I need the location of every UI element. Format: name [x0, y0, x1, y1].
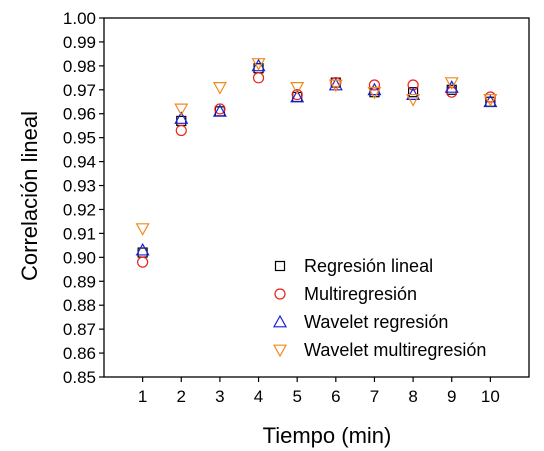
legend-label-4: Wavelet multiregresión — [304, 340, 486, 360]
data-point-series-3 — [444, 80, 459, 93]
legend-label-3: Wavelet regresión — [304, 312, 448, 332]
y-tick-label: 0.90 — [63, 248, 96, 267]
data-point-series-4 — [290, 82, 305, 95]
data-point-series-3 — [367, 82, 382, 96]
legend-marker-1 — [274, 260, 286, 272]
data-point-series-4 — [367, 86, 382, 100]
y-tick-label: 0.86 — [63, 344, 96, 363]
y-tick-label: 0.94 — [63, 153, 96, 172]
x-tick-label: 5 — [292, 387, 301, 406]
legend-marker-4 — [272, 344, 288, 358]
x-axis-title: Tiempo (min) — [263, 423, 392, 448]
x-tick-label: 7 — [370, 387, 379, 406]
plot-frame — [103, 17, 530, 378]
data-point-series-2 — [175, 124, 187, 137]
data-point-series-4 — [328, 79, 343, 93]
x-tick-label: 8 — [408, 387, 417, 406]
y-tick-label: 0.96 — [63, 105, 96, 124]
x-tick-label: 9 — [447, 387, 456, 406]
y-tick-label: 0.99 — [63, 33, 96, 52]
legend-label-1: Regresión lineal — [304, 256, 433, 276]
data-point-series-3 — [290, 89, 305, 103]
x-tick-label: 1 — [138, 387, 147, 406]
y-tick-label: 0.93 — [63, 177, 96, 196]
data-point-series-3 — [212, 104, 227, 117]
data-point-series-2 — [368, 79, 381, 91]
data-point-series-3 — [135, 242, 150, 256]
legend: Regresión lineal Multiregresión Wavelet re… — [272, 256, 486, 360]
y-tick-label: 0.95 — [63, 129, 96, 148]
legend-label-2: Multiregresión — [304, 284, 417, 304]
data-point-series-3 — [174, 111, 189, 124]
data-point-series-4 — [406, 93, 421, 107]
y-tick-label: 0.98 — [63, 57, 96, 76]
y-tick-label: 1.00 — [63, 9, 96, 28]
y-tick-label: 0.88 — [63, 296, 96, 315]
data-point-series-4 — [483, 93, 498, 107]
data-point-series-2 — [137, 256, 149, 268]
data-point-series-4 — [135, 223, 150, 236]
y-tick-label: 0.91 — [63, 224, 96, 243]
y-tick-label: 0.85 — [63, 368, 96, 387]
x-tick-label: 4 — [254, 387, 263, 406]
data-point-series-2 — [252, 72, 265, 84]
y-tick-label: 0.97 — [63, 81, 96, 100]
data-point-series-2 — [407, 79, 419, 91]
data-point-series-2 — [291, 88, 303, 101]
data-point-series-4 — [212, 82, 227, 95]
legend-marker-3 — [272, 314, 288, 328]
data-point-series-4 — [444, 77, 459, 90]
legend-marker-2 — [274, 288, 286, 300]
x-tick-label: 6 — [331, 387, 340, 406]
axes — [103, 17, 530, 378]
x-tick-label: 2 — [177, 387, 186, 406]
ticks: 1 2 3 4 5 6 7 8 9 10 0.85 0.86 0.87 0.88 0.89 0.90 0.91 0… — [63, 9, 500, 406]
data-point-series-4 — [251, 58, 266, 71]
x-tick-label: 10 — [481, 387, 500, 406]
y-tick-label: 0.92 — [63, 200, 96, 219]
x-tick-label: 3 — [215, 387, 224, 406]
data-point-series-4 — [174, 103, 189, 117]
y-axis-title: Correlación lineal — [17, 111, 42, 281]
data-points — [135, 58, 498, 268]
data-point-series-2 — [214, 103, 226, 115]
y-tick-label: 0.89 — [63, 272, 96, 291]
y-tick-label: 0.87 — [63, 320, 96, 339]
